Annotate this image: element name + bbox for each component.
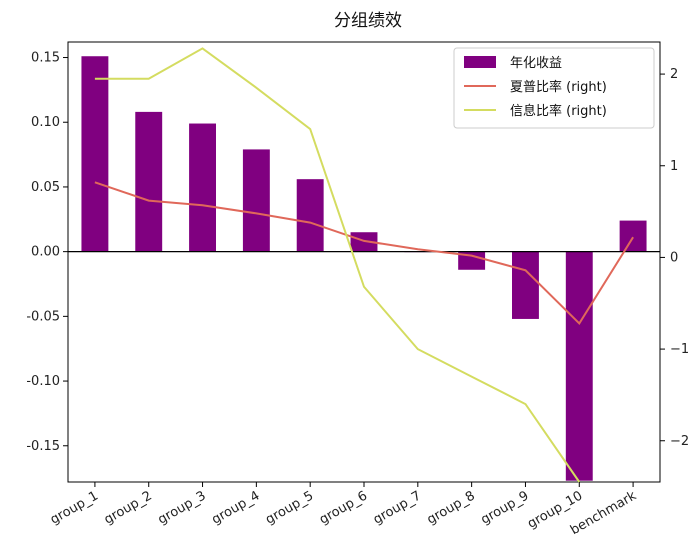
x-tick-label: group_4 — [209, 488, 262, 527]
right-tick-label: −1 — [670, 342, 689, 357]
legend-box — [453, 47, 655, 129]
legend: 年化收益 夏普比率 (right) 信息比率 (right) — [453, 47, 655, 129]
bar-series — [81, 56, 647, 481]
bar-group_10 — [565, 251, 593, 481]
legend-swatch-annual-return — [464, 56, 496, 68]
right-axis: 2 1 0 −1 −2 — [660, 67, 689, 449]
x-tick-label: group_9 — [478, 488, 531, 527]
left-tick-label: -0.15 — [26, 439, 60, 454]
x-tick-label: group_5 — [263, 488, 316, 527]
bar-group_8 — [458, 251, 486, 270]
bar-group_5 — [296, 179, 324, 252]
right-tick-label: 0 — [670, 250, 678, 265]
x-tick-label: group_3 — [156, 488, 209, 527]
bar-group_2 — [135, 111, 163, 252]
bar-group_9 — [512, 251, 539, 319]
x-tick-label: group_1 — [48, 488, 101, 527]
legend-label-sharpe: 夏普比率 (right) — [510, 79, 607, 95]
bar-group_3 — [189, 123, 216, 252]
bar-group_6 — [350, 232, 378, 252]
x-tick-label: group_8 — [425, 488, 478, 527]
right-tick-label: 1 — [670, 159, 678, 174]
left-tick-label: 0.05 — [31, 180, 60, 195]
legend-label-info-ratio: 信息比率 (right) — [510, 103, 607, 119]
left-tick-label: 0.15 — [31, 51, 60, 66]
sharpe-ratio-line — [94, 181, 634, 325]
left-tick-label: -0.10 — [26, 374, 60, 389]
left-tick-label: -0.05 — [26, 309, 60, 324]
right-tick-label: −2 — [670, 434, 689, 449]
info-ratio-line — [94, 47, 581, 483]
left-axis: 0.15 0.10 0.05 0.00 -0.05 -0.10 -0.15 — [26, 51, 68, 454]
left-tick-label: 0.10 — [31, 115, 60, 130]
bar-group_1 — [81, 56, 109, 252]
bar-benchmark — [619, 220, 647, 252]
x-axis: group_1 group_2 group_3 group_4 group_5 group… — [48, 482, 639, 538]
line-series — [94, 47, 634, 483]
left-tick-label: 0.00 — [31, 245, 60, 260]
x-tick-label: group_7 — [371, 488, 424, 527]
right-tick-label: 2 — [670, 67, 678, 82]
legend-label-annual-return: 年化收益 — [510, 56, 562, 71]
x-tick-label: group_2 — [102, 488, 155, 527]
x-tick-label: group_6 — [317, 488, 370, 527]
bar-group_4 — [242, 149, 270, 252]
chart-title: 分组绩效 — [334, 11, 402, 31]
